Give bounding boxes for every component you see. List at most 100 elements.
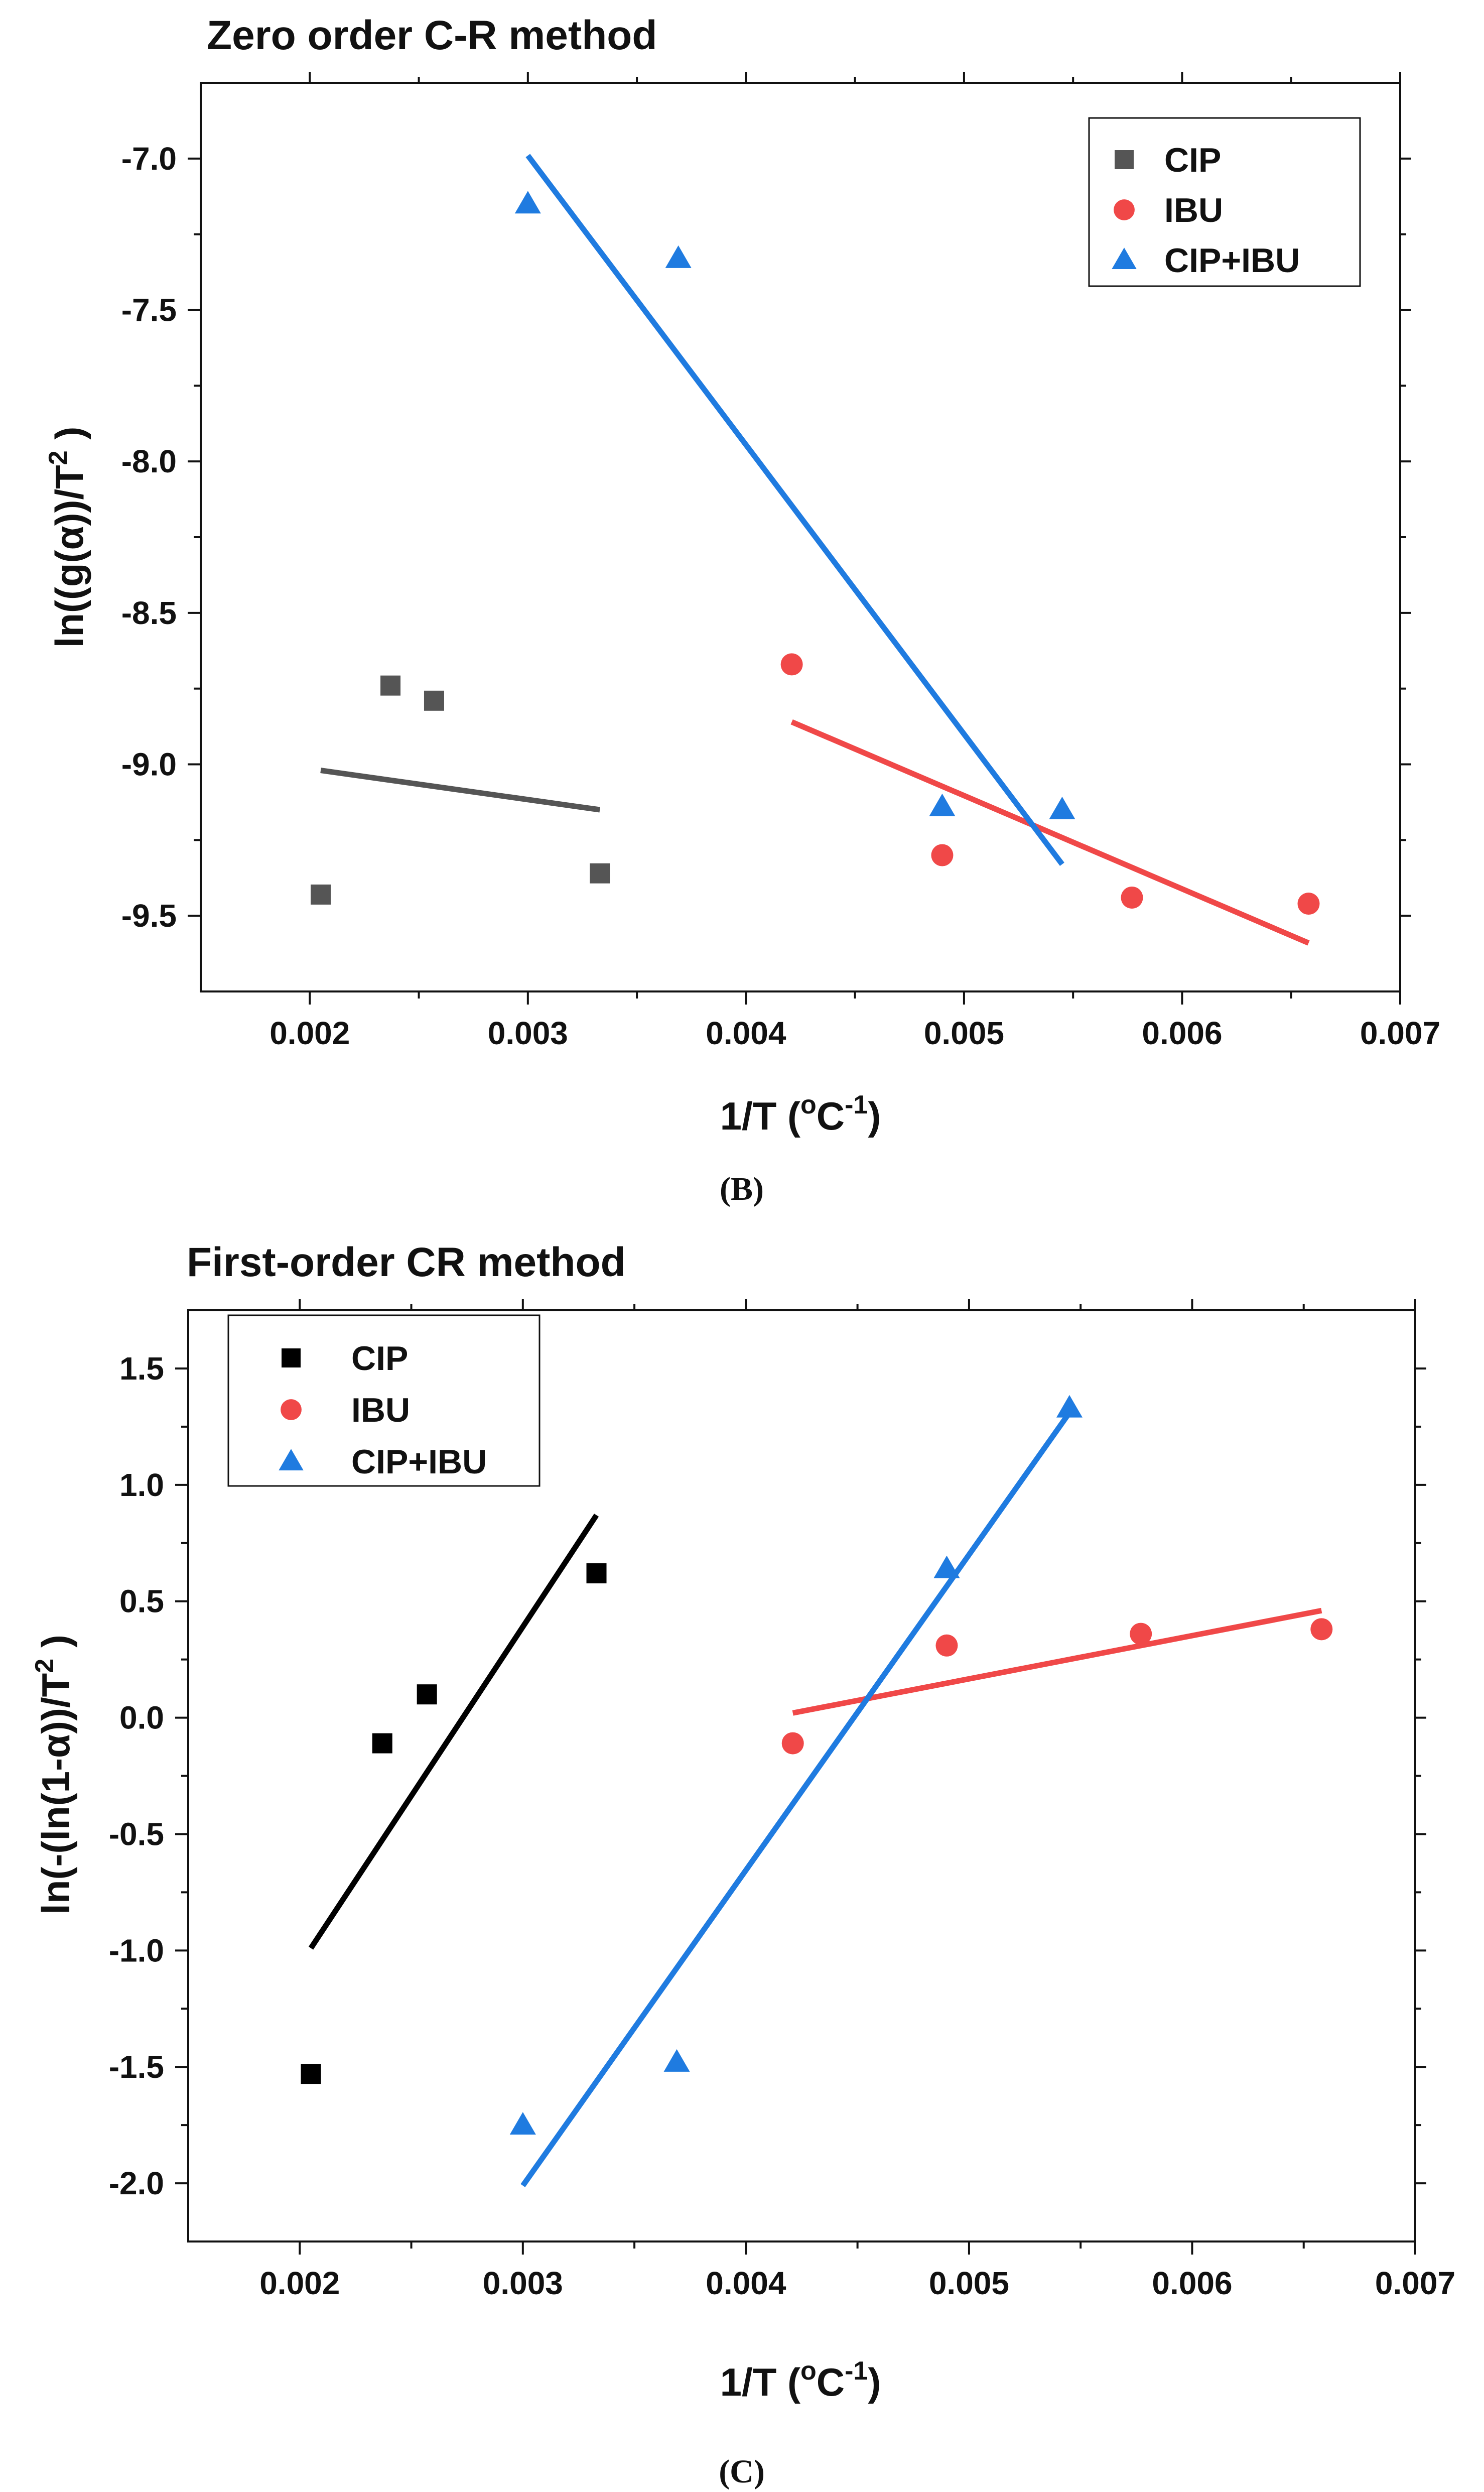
y-axis-label: ln(-(ln(1-α))/T2 ) <box>30 1635 78 1915</box>
x-axis-label-part: 1/T ( <box>720 1094 800 1138</box>
y-axis-label-part: ln(-(ln(1-α))/T <box>34 1673 78 1915</box>
x-tick-label: 0.007 <box>1360 1015 1440 1051</box>
legend-box <box>1088 117 1361 287</box>
data-point-cip-ibu <box>933 1555 960 1578</box>
y-axis-label-part: 2 <box>44 450 73 465</box>
fit-line-cip-ibu <box>525 154 1064 866</box>
y-tick-label: -9.5 <box>121 898 177 934</box>
legend: CIP IBU CIP+IBU <box>1088 117 1361 287</box>
x-tick-label: 0.006 <box>1142 1015 1222 1051</box>
x-tick-label: 0.004 <box>706 2265 786 2301</box>
x-axis-label-part: C <box>817 2360 845 2404</box>
legend-marker-cip <box>1115 150 1134 169</box>
chart-title: First-order CR method <box>187 1239 626 1285</box>
data-point-ibu <box>1130 1623 1152 1645</box>
data-point-ibu <box>931 844 954 866</box>
data-point-ibu <box>780 653 803 676</box>
fit-line-cip-ibu <box>520 1411 1072 2187</box>
legend: CIP IBU CIP+IBU <box>227 1314 541 1487</box>
series-cip <box>311 675 610 905</box>
y-axis-label-part: ln((g(α))/T <box>47 465 91 648</box>
legend-label-cip-ibu: CIP+IBU <box>1164 241 1300 280</box>
y-tick-label: -7.0 <box>121 141 177 177</box>
legend-marker-cip <box>282 1348 301 1367</box>
legend-marker-ibu <box>281 1399 302 1420</box>
legend-label-ibu: IBU <box>351 1391 410 1429</box>
data-point-cip <box>586 1563 607 1584</box>
figure-caption: (C) <box>719 2453 765 2490</box>
y-tick-label: -8.5 <box>121 595 177 631</box>
x-axis-label: 1/T (oC-1) <box>720 1090 881 1138</box>
data-point-cip-ibu <box>663 2049 690 2072</box>
y-tick-label: -8.0 <box>121 443 177 479</box>
data-point-cip <box>372 1733 392 1754</box>
x-axis-label: 1/T (oC-1) <box>720 2356 881 2404</box>
data-point-cip-ibu <box>1056 1395 1083 1418</box>
y-tick-label: -9.0 <box>121 746 177 783</box>
data-point-cip-ibu <box>665 245 692 268</box>
x-axis-label-part: ) <box>868 1094 881 1138</box>
series-ibu <box>780 653 1320 946</box>
data-point-cip-ibu <box>929 793 956 816</box>
x-tick-label: 0.004 <box>706 1015 786 1051</box>
x-tick-label: 0.007 <box>1375 2265 1455 2301</box>
data-point-ibu <box>1121 886 1143 909</box>
legend-label-ibu: IBU <box>1164 191 1223 229</box>
series-ibu <box>781 1607 1333 1755</box>
legend-marker-cip-ibu <box>1112 247 1137 269</box>
y-axis-label: ln((g(α))/T2 ) <box>44 427 91 648</box>
y-axis-label-part: ) <box>47 427 91 451</box>
data-point-cip <box>311 884 331 905</box>
x-tick-label: 0.002 <box>269 1015 350 1051</box>
y-tick-label: -1.5 <box>109 2049 164 2085</box>
legend-marker-ibu <box>1114 199 1135 220</box>
x-tick-label: 0.005 <box>929 2265 1009 2301</box>
x-tick-label: 0.003 <box>488 1015 568 1051</box>
data-point-ibu <box>781 1732 804 1755</box>
x-tick-label: 0.002 <box>259 2265 340 2301</box>
y-tick-label: -2.0 <box>109 2165 164 2201</box>
x-tick-label: 0.003 <box>483 2265 563 2301</box>
legend-box <box>227 1314 541 1487</box>
y-tick-label: -7.5 <box>121 292 177 328</box>
legend-label-cip-ibu: CIP+IBU <box>351 1443 487 1481</box>
data-point-cip-ibu <box>509 2112 536 2135</box>
x-tick-label: 0.006 <box>1152 2265 1232 2301</box>
data-point-cip <box>380 675 401 696</box>
data-point-ibu <box>1297 893 1320 915</box>
y-axis-label-part: 2 <box>30 1659 59 1673</box>
y-axis-label-part: ) <box>34 1635 78 1659</box>
y-tick-label: 0.5 <box>119 1583 164 1619</box>
y-tick-label: 0.0 <box>119 1700 164 1736</box>
x-tick-label: 0.005 <box>924 1015 1004 1051</box>
legend-label-cip: CIP <box>1164 141 1221 179</box>
figure-caption: (B) <box>720 1171 764 1207</box>
data-point-ibu <box>935 1634 958 1657</box>
series-cip-ibu <box>509 1395 1083 2187</box>
x-axis-ticks: 0.002 0.003 0.004 0.005 0.006 0.007 <box>269 72 1440 1051</box>
x-axis-label-part: ) <box>868 2360 881 2404</box>
legend-label-cip: CIP <box>351 1339 408 1378</box>
x-axis-label-part: o <box>800 2356 817 2386</box>
fit-line-ibu <box>790 719 1310 946</box>
x-axis-label-part: o <box>800 1090 817 1119</box>
data-point-cip <box>417 1684 437 1705</box>
series-cip <box>301 1514 607 2084</box>
data-point-cip-ibu <box>514 191 541 214</box>
fit-line-cip <box>320 768 600 813</box>
x-axis-label-part: -1 <box>845 2356 868 2386</box>
y-tick-label: -0.5 <box>109 1816 164 1852</box>
y-tick-label: -1.0 <box>109 1932 164 1968</box>
x-axis-ticks: 0.002 0.003 0.004 0.005 0.006 0.007 <box>259 1299 1455 2301</box>
legend-marker-cip-ibu <box>279 1449 304 1470</box>
x-axis-label-part: -1 <box>845 1090 868 1119</box>
chart-title: Zero order C-R method <box>207 13 657 58</box>
y-axis-ticks: -7.0 -7.5 -8.0 -8.5 -9.0 -9.5 <box>121 141 1411 934</box>
fit-line-cip <box>308 1514 599 1950</box>
fit-line-ibu <box>792 1607 1322 1716</box>
data-point-ibu <box>1310 1618 1333 1641</box>
y-axis-ticks: 1.5 1.0 0.5 0.0 -0.5 -1.0 -1.5 -2.0 <box>109 1350 1426 2201</box>
